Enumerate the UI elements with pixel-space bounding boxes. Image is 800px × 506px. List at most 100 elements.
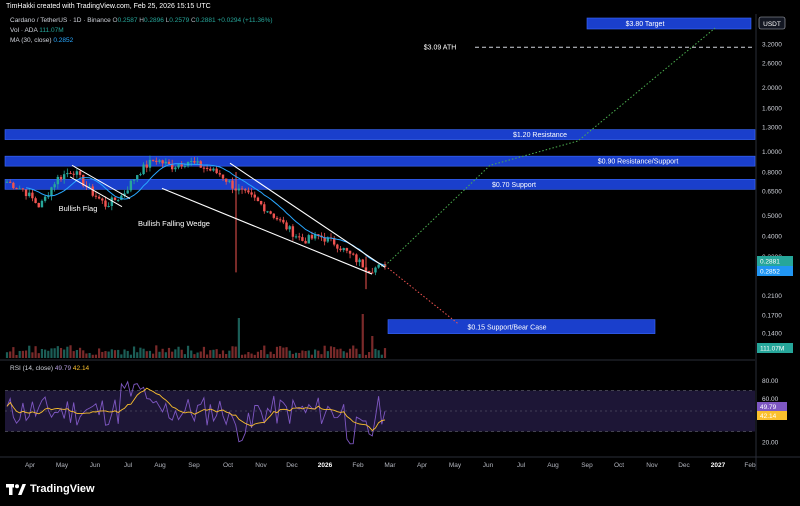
bull-projection <box>384 27 716 267</box>
candle <box>148 155 152 172</box>
volume-bar <box>285 347 288 358</box>
candle-body <box>43 196 47 201</box>
volume-bar <box>85 353 88 358</box>
candle-body <box>21 188 25 190</box>
tradingview-brand[interactable]: TradingView <box>6 483 95 495</box>
symbol-name: Cardano / TetherUS · 1D · Binance <box>10 17 111 24</box>
time-tick-label: Jun <box>90 462 101 469</box>
bear-projection <box>384 265 459 324</box>
volume-bar <box>72 351 75 358</box>
candle <box>339 245 342 252</box>
volume-value: 111.07M <box>39 27 64 34</box>
flag-lower-line <box>69 176 123 208</box>
volume-bar <box>148 350 152 358</box>
candle-body <box>174 167 177 170</box>
price-label-box <box>757 343 793 353</box>
candle-body <box>145 164 148 168</box>
candle <box>323 232 326 246</box>
volume-bar <box>250 353 253 358</box>
volume-bar <box>339 348 342 358</box>
candle <box>94 191 98 200</box>
volume-bar <box>44 349 47 358</box>
candle <box>177 163 180 170</box>
candle-body <box>66 172 69 175</box>
candle <box>37 202 40 208</box>
candle-body <box>326 237 330 242</box>
price-tick-label: 3.2000 <box>762 42 782 49</box>
candle-body <box>34 198 37 203</box>
price-axis: USDT 3.2000 2.6000 2.0000 1.6000 1.3000 1.0000… <box>757 16 793 446</box>
high-value: 0.2896 <box>143 17 164 24</box>
volume-bar <box>18 350 21 358</box>
volume-bar <box>383 348 387 358</box>
volume-bar <box>123 349 126 358</box>
candle-body <box>224 178 228 182</box>
volume-bar <box>342 351 345 358</box>
candle <box>123 190 126 198</box>
chart-credit: TimHakki created with TradingView.com, F… <box>6 3 211 10</box>
time-tick-label: Nov <box>646 462 658 469</box>
candle-body <box>332 237 336 245</box>
candle <box>120 194 123 201</box>
candle <box>237 184 241 195</box>
volume-bar <box>310 354 314 358</box>
volume-bar <box>5 352 9 358</box>
candle-body <box>69 172 72 174</box>
price-tick-label: 2.6000 <box>762 61 782 68</box>
candle <box>377 264 380 269</box>
candle <box>5 179 9 183</box>
candle <box>371 267 374 274</box>
candle <box>294 234 298 239</box>
zone-resistance-090 <box>4 155 756 167</box>
currency-label: USDT <box>763 21 781 28</box>
annotation-bullish-flag: Bullish Flag <box>59 204 98 213</box>
volume-bar <box>75 349 78 358</box>
volume-bar <box>104 351 107 358</box>
candle <box>193 157 196 165</box>
low-label: L <box>165 17 170 24</box>
volume-bar <box>240 354 244 358</box>
candle-body <box>361 259 364 268</box>
volume-bar <box>34 346 37 358</box>
volume-bar <box>164 352 167 358</box>
volume-bar <box>177 346 180 358</box>
volume-bar <box>371 336 374 358</box>
volume-bar <box>209 350 212 358</box>
candle-body <box>31 192 34 199</box>
candle <box>167 159 171 165</box>
candle-body <box>301 237 304 241</box>
time-tick-label: Sep <box>581 462 593 469</box>
candle <box>209 166 212 172</box>
candle <box>202 166 206 173</box>
time-tick-label: May <box>56 462 69 469</box>
candle <box>18 185 21 190</box>
time-tick-label: Jul <box>517 462 526 469</box>
volume-bar <box>12 347 15 358</box>
candle <box>158 159 161 164</box>
volume-bar <box>320 354 323 358</box>
volume-bar <box>199 351 202 358</box>
volume-bar <box>221 350 225 358</box>
candle <box>97 194 101 200</box>
volume-bar <box>282 347 285 358</box>
price-candles <box>5 155 387 290</box>
candle <box>69 170 72 175</box>
candle <box>43 194 47 203</box>
candle <box>190 157 193 167</box>
candle <box>88 183 91 188</box>
volume-bar <box>256 351 260 358</box>
volume-bar <box>196 352 199 358</box>
candle-body <box>132 179 136 181</box>
candle-body <box>336 244 339 249</box>
candle-body <box>40 200 44 208</box>
rsi-legend[interactable]: RSI (14, close) 49.79 42.14 <box>10 365 89 372</box>
ma-legend[interactable]: MA (30, close) 0.2852 <box>10 37 73 44</box>
symbol-legend[interactable]: Cardano / TetherUS · 1D · Binance O0.258… <box>10 17 273 24</box>
candle <box>253 191 256 201</box>
candle-body <box>28 192 31 197</box>
candle <box>199 160 202 168</box>
candle-body <box>259 200 263 205</box>
candle-body <box>24 189 28 197</box>
volume-legend[interactable]: Vol · ADA 111.07M <box>10 27 64 34</box>
candle <box>91 184 94 198</box>
